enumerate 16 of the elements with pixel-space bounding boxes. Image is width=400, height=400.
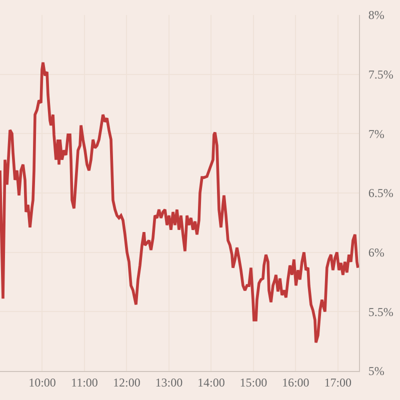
line-series [0,61,359,344]
x-tick-label: 16:00 [282,375,310,390]
x-tick-label: 12:00 [113,375,140,390]
y-tick-label: 5.5% [368,304,394,319]
x-tick-label: 11:00 [71,375,98,390]
y-tick-label: 8% [368,8,384,22]
x-tick-label: 13:00 [155,375,183,390]
y-tick-label: 6.5% [368,186,394,200]
x-tick-label: 17:00 [324,375,352,390]
y-tick-label: 6% [368,246,384,260]
x-tick-label: 14:00 [198,375,225,390]
y-tick-label: 7.5% [368,68,394,82]
y-tick-label: 5% [368,364,384,378]
x-tick-label: 10:00 [28,375,56,390]
y-tick-label: 7% [368,126,384,141]
x-tick-label: 15:00 [240,375,268,390]
